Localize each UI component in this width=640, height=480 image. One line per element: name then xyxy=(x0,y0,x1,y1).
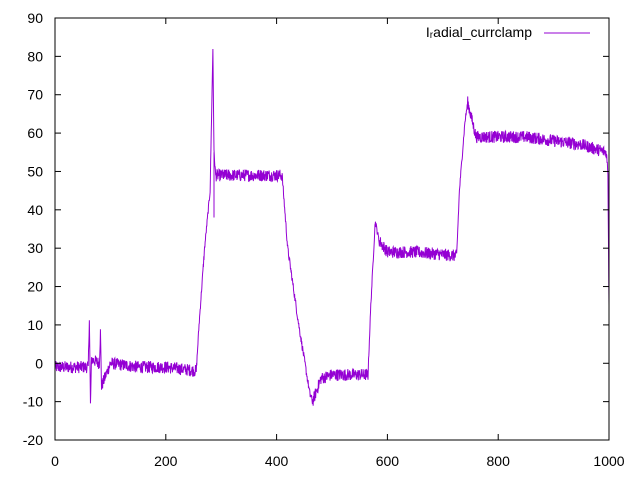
y-tick-label: -10 xyxy=(23,394,43,410)
x-tick-label: 600 xyxy=(376,453,400,469)
y-tick-label: 10 xyxy=(27,317,43,333)
ticks-layer: -20 -10 0 10 20 30 40 50 60 70 80 90 0 200 400 600 800 10… xyxy=(23,10,625,469)
series-layer xyxy=(54,49,610,406)
plot-frame xyxy=(54,17,610,441)
x-tick-label: 200 xyxy=(154,453,178,469)
y-tick-label: 80 xyxy=(27,48,43,64)
y-tick-label: -20 xyxy=(23,432,43,448)
series-line xyxy=(54,49,610,406)
legend: Iᵣadial_currclamp xyxy=(426,24,590,40)
y-tick-label: 20 xyxy=(27,279,43,295)
y-tick-label: 0 xyxy=(35,355,43,371)
y-tick-label: 40 xyxy=(27,202,43,218)
x-tick-label: 0 xyxy=(51,453,59,469)
y-tick-label: 90 xyxy=(27,10,43,26)
y-tick-label: 30 xyxy=(27,240,43,256)
x-tick-label: 1000 xyxy=(593,453,624,469)
legend-label: Iᵣadial_currclamp xyxy=(426,24,532,40)
y-tick-label: 60 xyxy=(27,125,43,141)
y-tick-label: 70 xyxy=(27,87,43,103)
x-tick-label: 800 xyxy=(487,453,511,469)
x-tick-label: 400 xyxy=(265,453,289,469)
y-tick-label: 50 xyxy=(27,163,43,179)
